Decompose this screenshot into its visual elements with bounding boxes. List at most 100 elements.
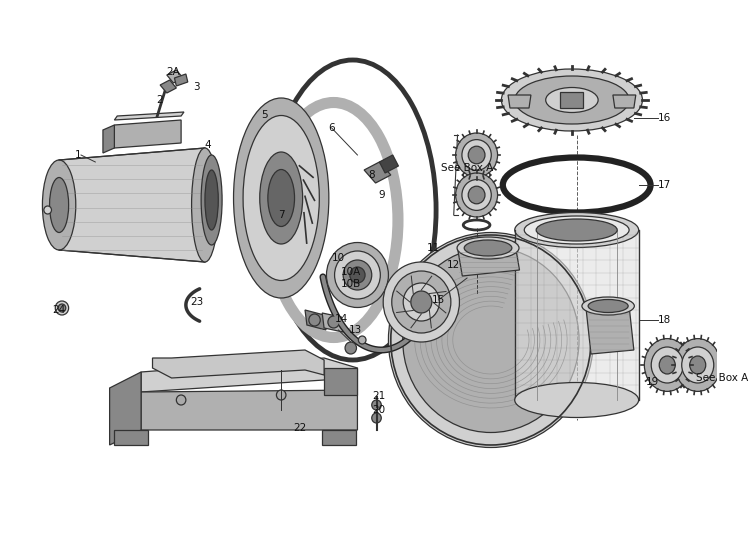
Text: 15: 15 — [432, 295, 445, 305]
Text: 2A: 2A — [167, 67, 180, 77]
Ellipse shape — [675, 339, 720, 392]
Ellipse shape — [389, 233, 593, 448]
Circle shape — [359, 336, 366, 344]
Ellipse shape — [201, 155, 222, 245]
Polygon shape — [160, 80, 176, 93]
Polygon shape — [379, 155, 399, 173]
Text: 17: 17 — [658, 180, 671, 190]
Text: 21: 21 — [371, 391, 385, 401]
Polygon shape — [587, 306, 634, 354]
Polygon shape — [110, 372, 141, 445]
Circle shape — [371, 400, 381, 410]
Text: 1: 1 — [74, 150, 81, 160]
Ellipse shape — [50, 178, 68, 233]
Polygon shape — [59, 148, 205, 262]
Ellipse shape — [651, 347, 684, 383]
Ellipse shape — [660, 356, 675, 374]
Ellipse shape — [462, 140, 491, 170]
Polygon shape — [103, 125, 114, 153]
Polygon shape — [560, 92, 584, 108]
Circle shape — [58, 304, 65, 312]
Text: 22: 22 — [293, 423, 307, 433]
Text: 24: 24 — [53, 305, 65, 315]
Text: 19: 19 — [646, 377, 660, 387]
Polygon shape — [305, 310, 326, 330]
Ellipse shape — [457, 237, 519, 259]
Text: 10A: 10A — [341, 267, 361, 277]
Ellipse shape — [403, 248, 579, 432]
Text: 7: 7 — [278, 210, 284, 220]
Circle shape — [371, 413, 381, 423]
Text: 10: 10 — [332, 253, 345, 263]
Text: 20: 20 — [371, 405, 385, 415]
Text: See Box A: See Box A — [696, 373, 748, 383]
Ellipse shape — [326, 243, 389, 307]
Polygon shape — [613, 95, 635, 108]
Polygon shape — [167, 70, 183, 83]
Ellipse shape — [384, 262, 459, 342]
Polygon shape — [514, 230, 638, 400]
Polygon shape — [114, 430, 147, 445]
Ellipse shape — [514, 76, 629, 124]
Ellipse shape — [468, 186, 485, 204]
Circle shape — [309, 314, 320, 326]
Polygon shape — [174, 74, 188, 86]
Text: 23: 23 — [191, 297, 204, 307]
Text: 11: 11 — [427, 243, 441, 253]
Polygon shape — [141, 358, 357, 392]
Circle shape — [56, 301, 68, 315]
Polygon shape — [324, 368, 357, 395]
Text: 3: 3 — [193, 82, 200, 92]
Polygon shape — [141, 390, 357, 430]
Ellipse shape — [514, 212, 638, 248]
Ellipse shape — [411, 291, 432, 313]
Ellipse shape — [690, 356, 705, 374]
Ellipse shape — [335, 251, 381, 299]
Text: 6: 6 — [329, 123, 335, 133]
Ellipse shape — [682, 347, 714, 383]
Ellipse shape — [259, 152, 302, 244]
Ellipse shape — [468, 146, 485, 164]
Circle shape — [328, 316, 339, 328]
Ellipse shape — [268, 169, 295, 227]
Circle shape — [176, 395, 186, 405]
Text: 14: 14 — [335, 314, 348, 324]
Ellipse shape — [343, 260, 371, 290]
Text: 10B: 10B — [341, 279, 361, 289]
Ellipse shape — [536, 219, 617, 241]
Ellipse shape — [644, 339, 690, 392]
Ellipse shape — [234, 98, 329, 298]
Ellipse shape — [582, 297, 635, 315]
Ellipse shape — [462, 180, 491, 211]
Ellipse shape — [502, 69, 642, 131]
Ellipse shape — [524, 216, 629, 244]
Ellipse shape — [456, 173, 498, 217]
Text: 16: 16 — [658, 113, 671, 123]
Text: See Box A: See Box A — [441, 163, 493, 173]
Text: 4: 4 — [205, 140, 211, 150]
Text: 12: 12 — [447, 260, 460, 270]
Ellipse shape — [192, 148, 218, 262]
Polygon shape — [114, 120, 181, 148]
Text: 2: 2 — [156, 95, 162, 105]
Text: 9: 9 — [378, 190, 384, 200]
Text: 5: 5 — [262, 110, 268, 120]
Ellipse shape — [456, 133, 498, 177]
Polygon shape — [508, 95, 531, 108]
Circle shape — [345, 342, 356, 354]
Ellipse shape — [350, 267, 365, 283]
Polygon shape — [322, 430, 356, 445]
Ellipse shape — [546, 87, 598, 113]
Polygon shape — [114, 112, 184, 120]
Ellipse shape — [243, 116, 320, 280]
Ellipse shape — [403, 283, 439, 321]
Ellipse shape — [392, 271, 451, 333]
Ellipse shape — [588, 300, 628, 312]
Polygon shape — [322, 313, 343, 332]
Polygon shape — [364, 162, 391, 183]
Text: 18: 18 — [658, 315, 671, 325]
Polygon shape — [457, 242, 520, 276]
Ellipse shape — [205, 170, 218, 230]
Circle shape — [277, 390, 286, 400]
Ellipse shape — [514, 382, 638, 417]
